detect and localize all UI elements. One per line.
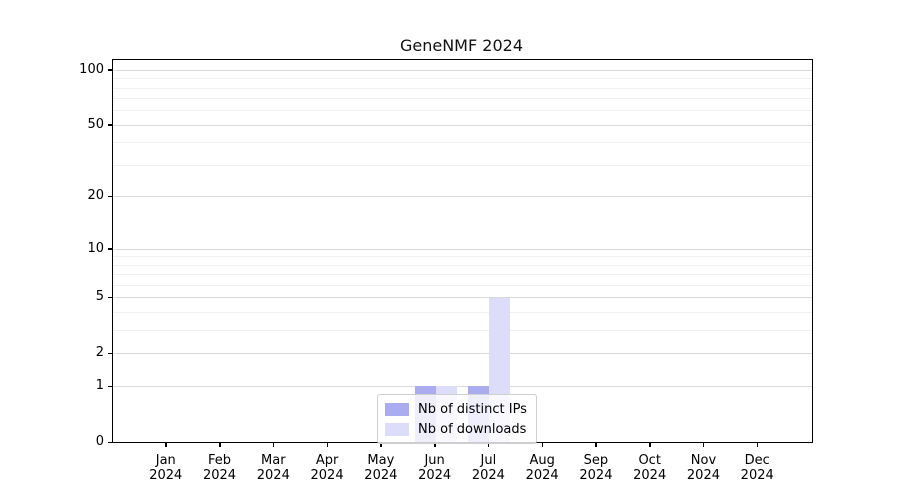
x-tick-mark	[702, 443, 705, 447]
x-tick-year: 2024	[525, 468, 559, 483]
gridline-minor	[113, 256, 812, 258]
y-tick-label: 20	[87, 188, 104, 204]
x-tick-year: 2024	[364, 468, 398, 483]
x-tick-year: 2024	[579, 468, 613, 483]
x-tick-month: Jun	[424, 453, 445, 468]
x-tick-label: Sep 2024	[568, 453, 624, 483]
x-tick-mark	[219, 443, 221, 447]
x-tick-label: Jan 2024	[138, 453, 194, 483]
x-tick-month: Nov	[690, 453, 717, 468]
x-tick-year: 2024	[202, 468, 237, 483]
y-tick-label: 50	[87, 116, 104, 132]
gridline-major	[113, 353, 812, 355]
legend-swatch	[385, 422, 409, 436]
y-tick-label: 100	[79, 61, 104, 77]
gridline-minor	[113, 264, 812, 266]
x-tick-mark	[649, 443, 651, 447]
x-tick-mark	[756, 443, 759, 447]
x-tick-month: Aug	[529, 453, 555, 468]
y-tick-label: 2	[95, 345, 104, 361]
x-tick-year: 2024	[310, 468, 344, 483]
y-tick-mark	[108, 296, 113, 299]
x-tick-mark	[487, 443, 490, 447]
x-tick-label: Oct 2024	[622, 453, 678, 483]
x-tick-label: Jul 2024	[460, 453, 516, 483]
x-tick-mark	[326, 443, 329, 447]
gridline-major	[113, 248, 812, 250]
y-tick-mark	[108, 124, 113, 126]
y-tick-label: 1	[95, 378, 104, 394]
y-tick-mark	[108, 385, 113, 388]
x-tick-label: Dec 2024	[729, 453, 785, 483]
x-tick-month: Mar	[261, 453, 286, 468]
gridline-minor	[113, 87, 812, 89]
x-tick-mark	[541, 443, 544, 447]
x-tick-month: Oct	[638, 453, 661, 468]
x-tick-label: Jun 2024	[407, 453, 463, 483]
x-tick-label: Feb 2024	[192, 453, 248, 483]
y-tick-mark	[108, 195, 113, 198]
gridline-minor	[113, 142, 812, 144]
x-tick-year: 2024	[256, 468, 290, 483]
gridline-minor	[113, 285, 812, 287]
x-tick-month: Feb	[208, 453, 232, 468]
x-tick-year: 2024	[418, 468, 452, 483]
x-tick-month: Apr	[315, 453, 339, 468]
x-tick-mark	[434, 443, 436, 447]
y-tick-label: 0	[95, 434, 104, 449]
gridline-minor	[113, 330, 812, 332]
x-tick-month: Dec	[744, 453, 770, 468]
x-tick-label: Aug 2024	[514, 453, 570, 483]
x-tick-label: Apr 2024	[299, 453, 355, 483]
x-tick-month: Jan	[155, 453, 176, 468]
x-tick-mark	[272, 443, 275, 447]
gridline-minor	[113, 165, 812, 167]
x-tick-year: 2024	[149, 468, 183, 483]
x-tick-year: 2024	[686, 468, 720, 483]
x-tick-mark	[380, 443, 382, 447]
gridline-minor	[113, 110, 812, 112]
gridline-minor	[113, 98, 812, 100]
legend-entry: Nb of downloads	[385, 419, 527, 439]
x-tick-mark	[165, 443, 167, 447]
y-tick-label: 5	[95, 289, 104, 305]
plot-area	[112, 59, 813, 443]
gridline-minor	[113, 274, 812, 276]
y-tick-mark	[108, 69, 113, 71]
chart-title: GeneNMF 2024	[399, 36, 523, 55]
legend-entry: Nb of distinct IPs	[385, 399, 527, 419]
gridline-minor	[113, 312, 812, 314]
x-tick-month: May	[367, 453, 395, 468]
gridline-major	[113, 386, 812, 388]
y-tick-label: 10	[87, 240, 104, 256]
gridline-major	[113, 196, 812, 198]
legend-label: Nb of downloads	[418, 421, 527, 437]
y-tick-mark	[108, 248, 113, 250]
legend-label: Nb of distinct IPs	[418, 401, 527, 417]
y-tick-mark	[108, 441, 113, 443]
x-tick-month: Jul	[480, 453, 497, 468]
gridline-major	[113, 124, 812, 126]
legend: Nb of distinct IPs Nb of downloads	[377, 394, 537, 444]
gridline-major	[113, 69, 812, 71]
x-tick-year: 2024	[471, 468, 505, 483]
y-tick-mark	[108, 352, 113, 355]
gridline-major	[113, 297, 812, 299]
x-tick-year: 2024	[740, 468, 774, 483]
x-tick-label: Nov 2024	[675, 453, 731, 483]
x-tick-label: Mar 2024	[245, 453, 301, 483]
x-tick-month: Sep	[583, 453, 609, 468]
x-tick-year: 2024	[633, 468, 667, 483]
x-tick-mark	[595, 443, 597, 447]
x-tick-label: May 2024	[353, 453, 409, 483]
gridline-minor	[113, 78, 812, 80]
legend-swatch	[385, 402, 409, 416]
